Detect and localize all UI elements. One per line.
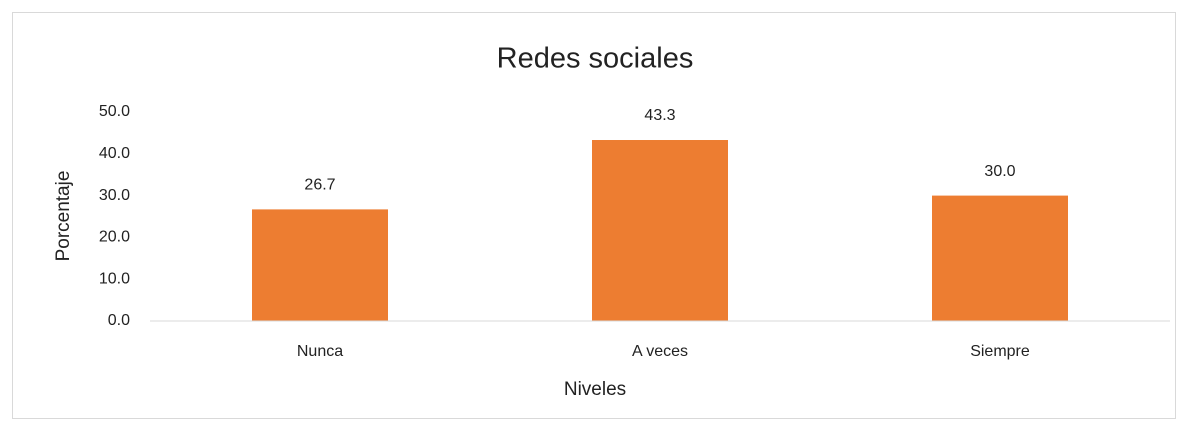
y-tick-label: 50.0 — [99, 103, 130, 120]
y-tick-label: 40.0 — [99, 145, 130, 162]
data-label: 30.0 — [984, 163, 1015, 180]
bar — [932, 195, 1068, 321]
x-tick-label: Nunca — [297, 343, 343, 360]
x-tick-label: A veces — [632, 343, 688, 360]
bar — [592, 140, 728, 321]
x-axis-label: Niveles — [564, 379, 626, 400]
x-tick-label: Siempre — [970, 343, 1030, 360]
y-tick-label: 0.0 — [108, 312, 130, 329]
chart-title: Redes sociales — [497, 43, 694, 75]
y-tick-label: 30.0 — [99, 187, 130, 204]
data-label: 43.3 — [644, 107, 675, 124]
y-tick-label: 10.0 — [99, 270, 130, 287]
y-axis-label: Porcentaje — [53, 171, 74, 262]
y-tick-label: 20.0 — [99, 229, 130, 246]
data-label: 26.7 — [304, 177, 335, 194]
bar — [252, 209, 388, 321]
